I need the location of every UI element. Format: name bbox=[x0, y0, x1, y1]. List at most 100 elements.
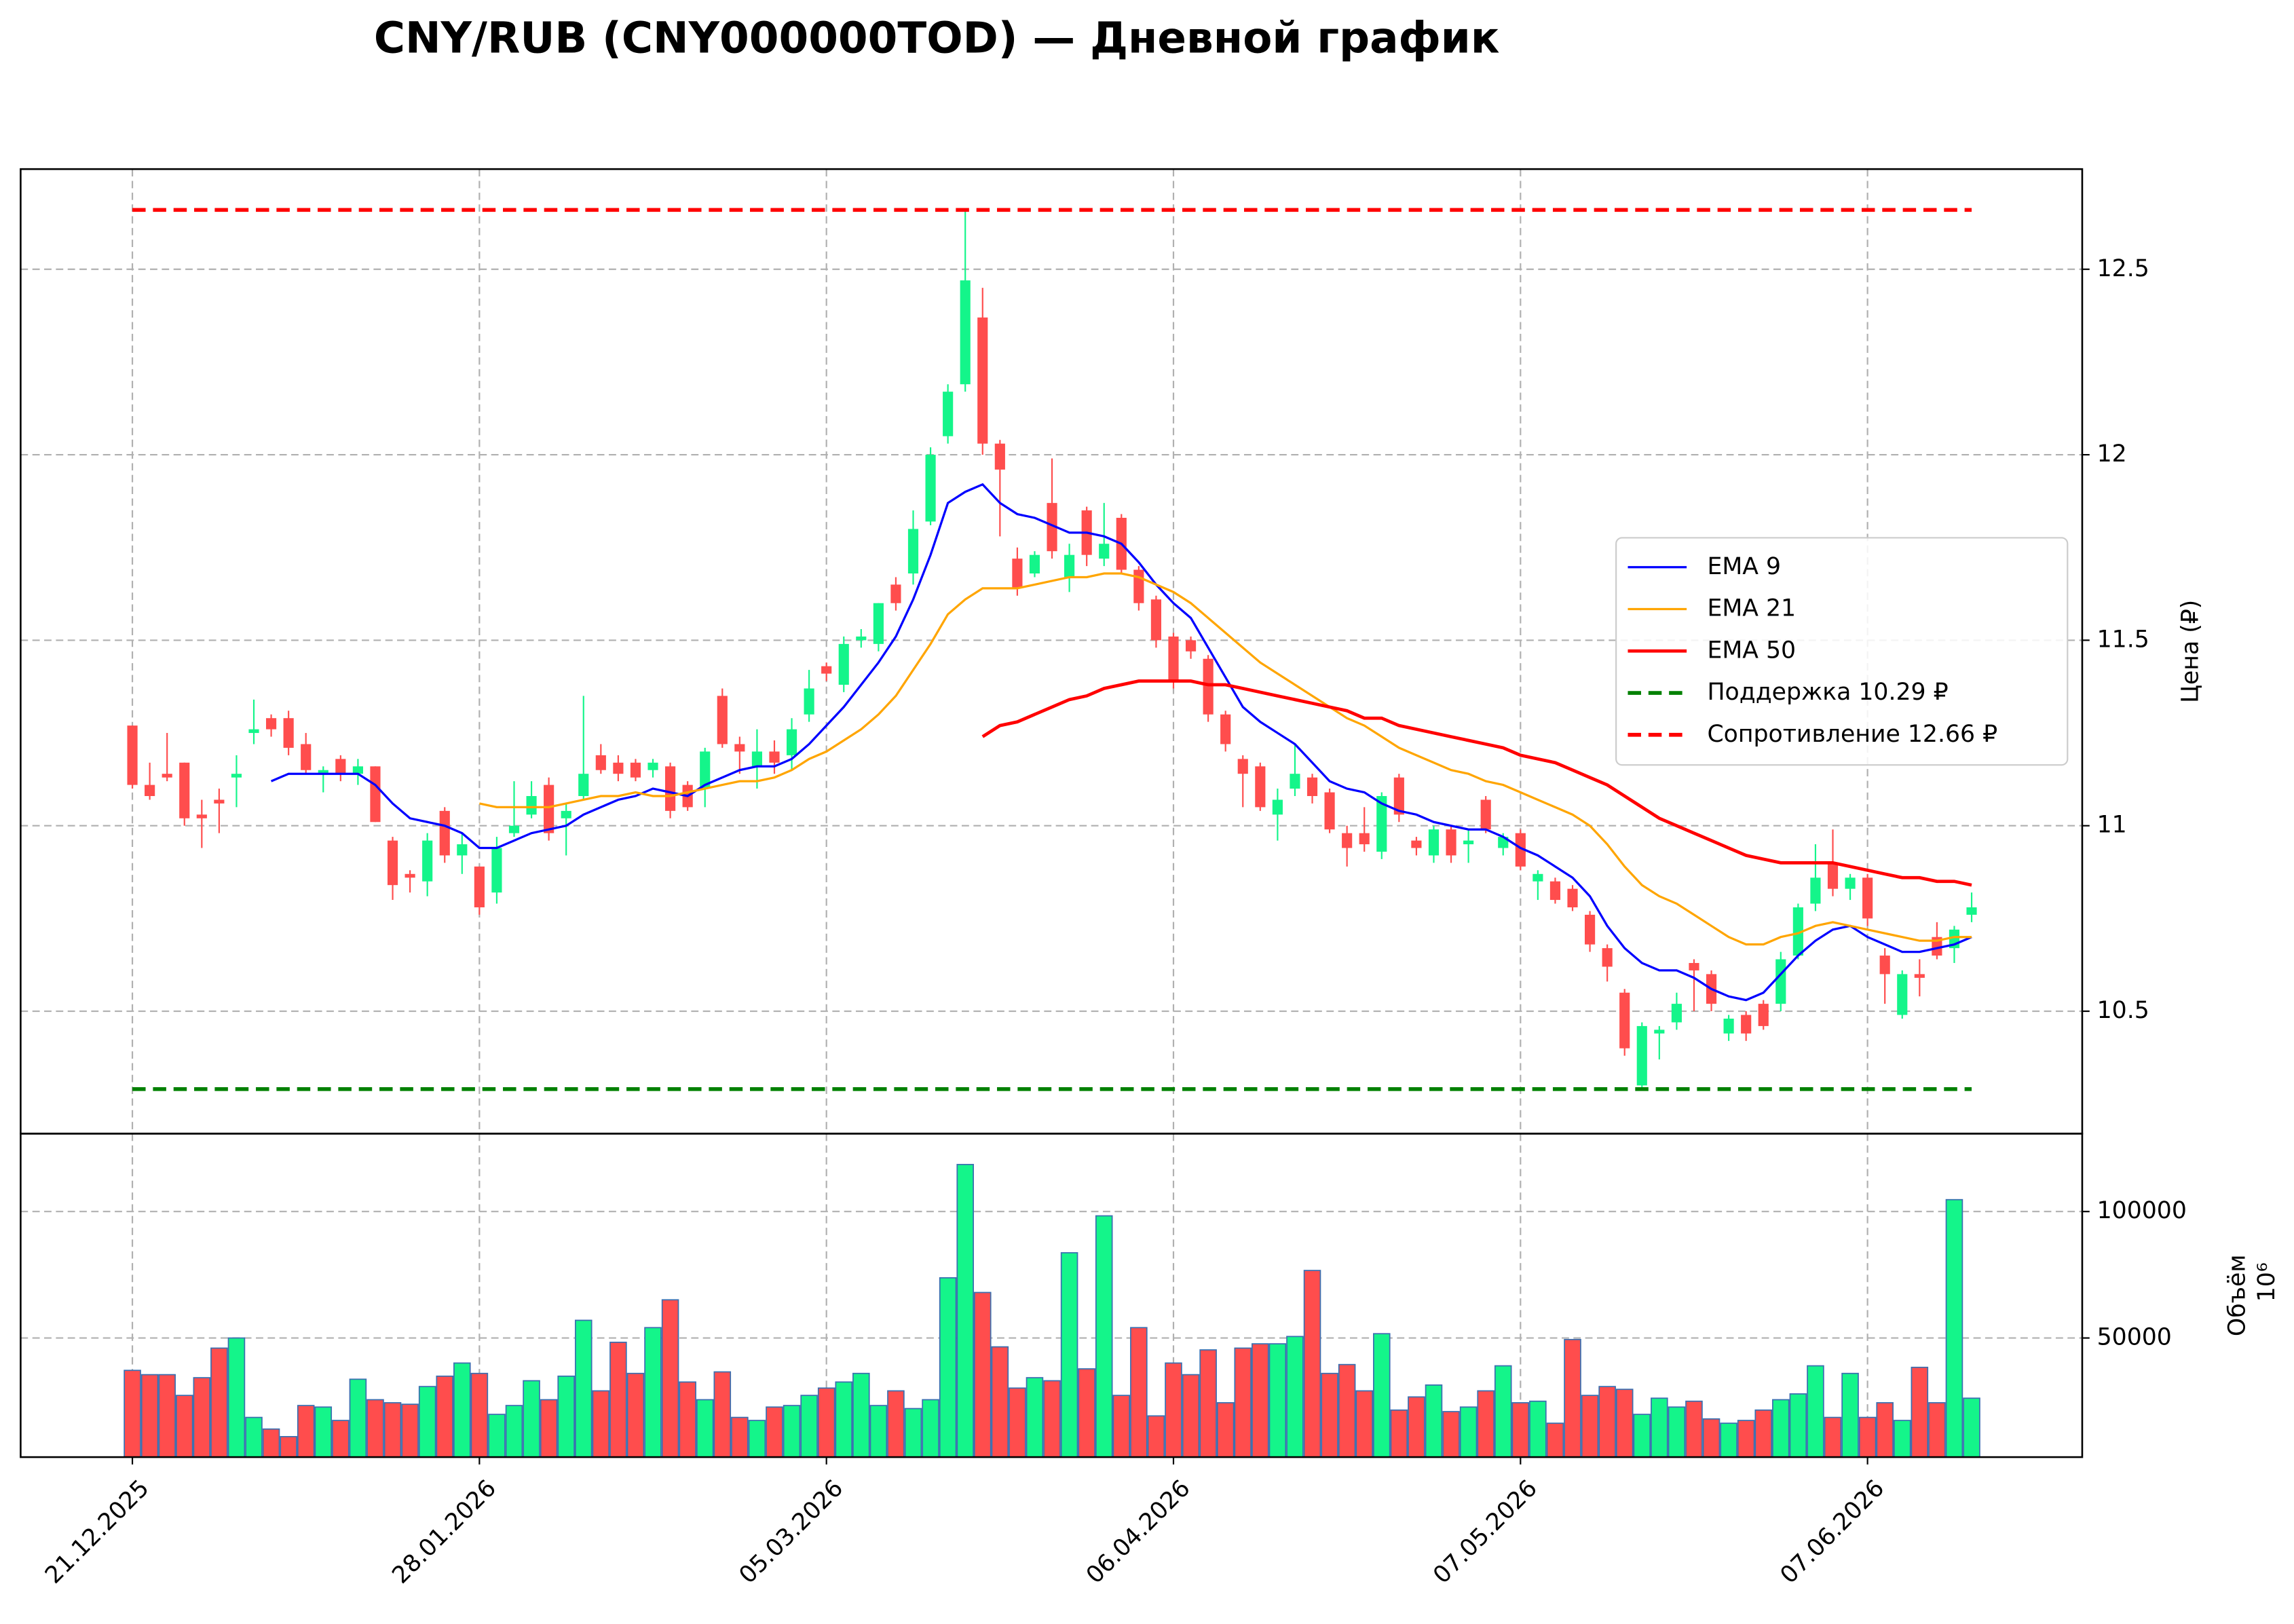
candle-body bbox=[1411, 840, 1422, 848]
candle-body bbox=[1150, 599, 1162, 641]
candle-body bbox=[1203, 658, 1214, 715]
candle-body bbox=[179, 762, 190, 818]
candle-body bbox=[145, 785, 155, 796]
candle-body bbox=[1306, 777, 1318, 796]
volume-bar bbox=[1807, 1365, 1824, 1458]
legend-label: EMA 50 bbox=[1707, 637, 1796, 664]
volume-bar bbox=[574, 1319, 593, 1458]
volume-bar bbox=[1963, 1397, 1980, 1458]
volume-bar bbox=[1390, 1409, 1408, 1458]
volume-bar bbox=[1442, 1411, 1460, 1458]
candle-body bbox=[1480, 799, 1491, 830]
marks bbox=[124, 208, 1980, 1458]
candle-body bbox=[231, 774, 242, 778]
candle-body bbox=[1723, 1018, 1734, 1034]
candle-body bbox=[873, 603, 884, 644]
volume-bar bbox=[852, 1372, 870, 1458]
volume-bar bbox=[869, 1405, 888, 1458]
volume-bar bbox=[1147, 1415, 1165, 1458]
volume-bar bbox=[470, 1372, 489, 1458]
volume-bar bbox=[140, 1374, 159, 1458]
volume-bar bbox=[1494, 1365, 1512, 1458]
volume-bar bbox=[1355, 1390, 1374, 1458]
volume-bar bbox=[1945, 1198, 1963, 1458]
candle-body bbox=[248, 729, 259, 734]
chart-title: CNY/RUB (CNY000000TOD) — Дневной график bbox=[374, 14, 1500, 63]
candle-body bbox=[1584, 914, 1596, 945]
volume-bar bbox=[817, 1387, 835, 1458]
volume-bar bbox=[1772, 1399, 1790, 1458]
candle-body bbox=[1463, 840, 1474, 845]
candle-body bbox=[422, 840, 433, 882]
legend: EMA 9 EMA 21 EMA 50 Поддержка 10.29 ₽ Сопрот… bbox=[1615, 537, 2069, 766]
candle-body bbox=[1272, 799, 1283, 815]
volume-bar bbox=[1252, 1343, 1269, 1458]
volume-bar bbox=[1841, 1372, 1859, 1458]
volume-bar bbox=[297, 1405, 315, 1458]
candle-body bbox=[162, 774, 172, 778]
candle-body bbox=[1220, 714, 1231, 744]
candle-body bbox=[1879, 956, 1890, 975]
candle-body bbox=[1914, 974, 1925, 978]
volume-bar bbox=[1546, 1422, 1564, 1458]
volume-bar bbox=[1130, 1327, 1148, 1458]
volume-bar bbox=[1633, 1414, 1651, 1458]
volume-bar bbox=[835, 1381, 853, 1458]
candle-body bbox=[804, 688, 814, 715]
candle-body bbox=[1012, 559, 1023, 588]
y-axis-label: Цена (₽) bbox=[2177, 600, 2204, 703]
volume-bar bbox=[505, 1405, 523, 1458]
ema-line bbox=[981, 679, 1972, 887]
candle-body bbox=[925, 455, 936, 522]
volume-bar bbox=[1668, 1406, 1686, 1458]
y-tick-label: 12 bbox=[2097, 440, 2127, 468]
volume-bar bbox=[1095, 1215, 1113, 1458]
volume-bar bbox=[1182, 1374, 1200, 1458]
candle-body bbox=[1290, 774, 1300, 789]
volume-bar bbox=[644, 1327, 662, 1458]
candle-body bbox=[1533, 873, 1543, 882]
volume-bar bbox=[626, 1372, 645, 1458]
candle-body bbox=[1862, 877, 1873, 919]
volume-bar bbox=[1511, 1402, 1530, 1458]
candle-body bbox=[1602, 948, 1613, 967]
candle-body bbox=[1966, 907, 1977, 915]
candle-body bbox=[1792, 907, 1803, 956]
volume-bar bbox=[523, 1380, 540, 1458]
volume-bar bbox=[1408, 1396, 1425, 1458]
candle-body bbox=[1897, 974, 1908, 1015]
candle-body bbox=[387, 840, 398, 886]
volume-bar bbox=[1754, 1409, 1773, 1458]
volume-bar bbox=[1216, 1402, 1235, 1458]
candle-body bbox=[665, 766, 676, 811]
candle-body bbox=[301, 744, 312, 770]
y2-tick-label: 100000 bbox=[2097, 1197, 2187, 1224]
candle-body bbox=[1185, 640, 1197, 652]
candle-body bbox=[856, 636, 867, 641]
volume-bar bbox=[175, 1395, 193, 1458]
candle-body bbox=[352, 766, 363, 774]
volume-bar bbox=[401, 1403, 419, 1458]
volume-bar bbox=[1911, 1366, 1929, 1458]
candle-body bbox=[457, 844, 468, 856]
candle-body bbox=[1567, 888, 1578, 907]
candle-body bbox=[1549, 881, 1561, 901]
volume-bar bbox=[731, 1416, 749, 1458]
volume-bar bbox=[1858, 1416, 1877, 1458]
candle-body bbox=[1515, 833, 1526, 867]
volume-frame bbox=[20, 1133, 2084, 1458]
candle-body bbox=[544, 785, 554, 833]
volume-bar bbox=[436, 1375, 454, 1458]
volume-bar bbox=[1009, 1387, 1026, 1458]
volume-bar bbox=[1477, 1390, 1494, 1458]
volume-bar bbox=[1234, 1347, 1252, 1458]
volume-bar bbox=[158, 1374, 176, 1458]
volume-bar bbox=[453, 1362, 471, 1458]
candle-body bbox=[1376, 795, 1387, 852]
volume-bar bbox=[193, 1377, 211, 1458]
volume-bar bbox=[1928, 1402, 1946, 1458]
volume-bar bbox=[1286, 1336, 1304, 1458]
volume-bar bbox=[973, 1291, 992, 1458]
candle-body bbox=[769, 751, 780, 763]
